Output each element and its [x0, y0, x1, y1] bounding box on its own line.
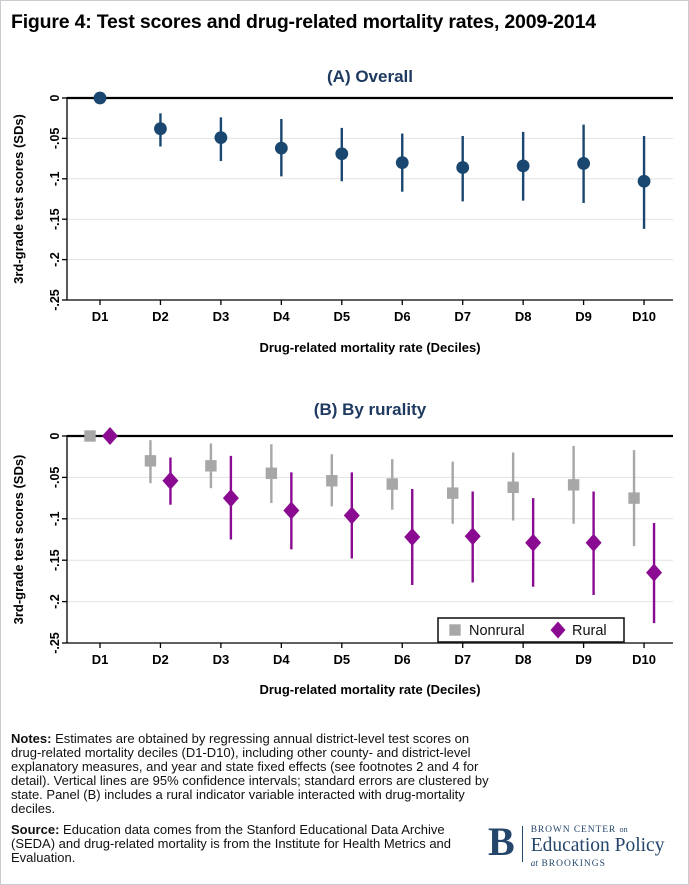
x-tick-label: D8	[515, 309, 532, 324]
data-point-diamond	[464, 527, 481, 546]
data-point-diamond	[162, 471, 179, 490]
x-tick-label: D4	[273, 652, 290, 667]
legend-marker-square	[449, 624, 461, 636]
y-axis-title: 3rd-grade test scores (SDs)	[11, 455, 26, 625]
data-point-circle	[214, 131, 228, 144]
data-point-square	[447, 487, 459, 499]
y-tick-label: -.25	[48, 289, 62, 311]
panel-title: (A) Overall	[327, 67, 413, 86]
x-tick-label: D4	[273, 309, 290, 324]
notes-label: Notes:	[11, 731, 52, 746]
logo-text-block: BROWN CENTER on Education Policy at BROO…	[531, 823, 665, 870]
y-tick-label: -.25	[48, 632, 62, 654]
data-point-circle	[456, 161, 470, 174]
legend-label: Nonrural	[469, 623, 525, 639]
x-tick-label: D7	[454, 309, 471, 324]
data-point-circle	[395, 156, 409, 170]
data-point-diamond	[585, 533, 602, 552]
data-point-circle	[516, 159, 530, 173]
x-tick-label: D7	[454, 652, 471, 667]
panel-title: (B) By rurality	[314, 400, 427, 419]
data-point-diamond	[404, 528, 421, 547]
data-point-square	[386, 478, 398, 490]
x-axis-title: Drug-related mortality rate (Deciles)	[259, 682, 480, 697]
data-point-square	[628, 492, 640, 504]
y-tick-label: -.1	[48, 171, 62, 186]
x-tick-label: D9	[575, 652, 592, 667]
data-point-diamond	[283, 501, 300, 520]
panel-a-chart: (A) Overall 0 -.05 -.1 -.15 -.2 -.25 D1 D2 D3 D4 D5…	[11, 67, 673, 355]
data-point-circle	[577, 157, 590, 170]
y-tick-label: -.2	[48, 252, 62, 267]
brookings-logo: B BROWN CENTER on Education Policy at BR…	[488, 819, 665, 870]
y-axis-title: 3rd-grade test scores (SDs)	[11, 114, 26, 284]
x-tick-label: D3	[213, 652, 230, 667]
y-tick-label: -.05	[48, 467, 62, 489]
figure-title: Figure 4: Test scores and drug-related m…	[11, 11, 596, 33]
data-point-diamond	[646, 563, 663, 582]
legend-label: Rural	[572, 623, 607, 639]
data-point-square	[265, 467, 278, 479]
y-tick-label: -.1	[48, 511, 62, 526]
x-tick-label: D1	[92, 652, 109, 667]
source-text: Source: Education data comes from the St…	[11, 823, 479, 865]
data-point-circle	[335, 147, 349, 161]
x-tick-label: D2	[152, 309, 169, 324]
data-point-square	[205, 460, 217, 472]
notes-body: Estimates are obtained by regressing ann…	[11, 731, 489, 816]
y-tick-label: -.15	[48, 549, 62, 571]
x-tick-label: D9	[575, 309, 592, 324]
logo-brown-center: BROWN CENTER on	[530, 825, 628, 835]
data-point-diamond	[343, 506, 360, 525]
notes-text: Notes: Estimates are obtained by regress…	[11, 732, 490, 815]
x-tick-label: D2	[152, 652, 169, 667]
panel-b-chart: (B) By rurality 0 -.05 -.1 -.15 -.2 -.25 D1 D2 D3…	[11, 400, 673, 697]
logo-education-policy: Education Policy	[530, 835, 665, 856]
x-axis-title: Drug-related mortality rate (Deciles)	[259, 340, 480, 355]
y-tick-label: -.15	[48, 208, 62, 230]
data-point-diamond	[102, 427, 118, 445]
logo-at-brookings: at BROOKINGS	[530, 858, 606, 869]
x-tick-label: D10	[632, 652, 656, 667]
y-tick-label: 0	[48, 432, 62, 439]
data-point-square	[507, 481, 519, 494]
legend-box	[437, 617, 625, 643]
source-label: Source:	[11, 822, 60, 837]
x-tick-label: D6	[394, 309, 411, 324]
data-point-circle	[154, 122, 167, 136]
x-tick-label: D3	[213, 309, 230, 324]
x-tick-label: D6	[394, 652, 411, 667]
y-tick-label: -.05	[48, 128, 62, 150]
x-tick-label: D10	[632, 309, 656, 324]
source-body: Education data comes from the Stanford E…	[11, 822, 452, 865]
data-point-square	[144, 455, 157, 467]
logo-divider	[521, 826, 523, 862]
data-point-circle	[93, 91, 107, 105]
y-tick-label: 0	[48, 94, 62, 101]
brookings-b-mark: B	[488, 819, 515, 864]
data-point-circle	[274, 141, 288, 155]
data-point-diamond	[525, 533, 542, 552]
x-tick-label: D8	[515, 652, 532, 667]
data-point-circle	[637, 174, 651, 188]
x-tick-label: D1	[92, 309, 109, 324]
data-point-square	[84, 430, 96, 442]
x-tick-label: D5	[333, 652, 350, 667]
data-point-diamond	[222, 489, 239, 508]
x-tick-label: D5	[333, 309, 350, 324]
data-point-square	[567, 479, 580, 491]
legend-marker-diamond	[550, 621, 566, 639]
y-tick-label: -.2	[48, 594, 62, 609]
data-point-square	[326, 475, 338, 487]
